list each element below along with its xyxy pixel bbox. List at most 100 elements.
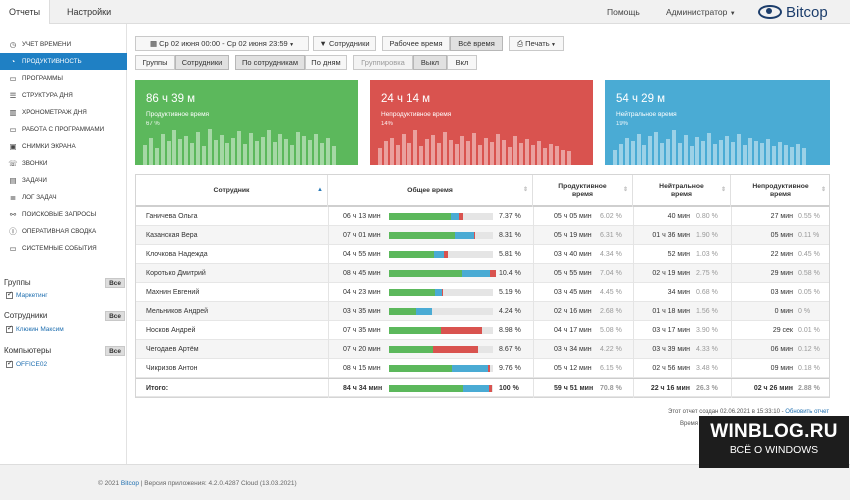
column-divider <box>731 207 732 226</box>
tab-reports[interactable]: Отчеты <box>0 0 51 24</box>
employees-filter-button[interactable]: ▼ Сотрудники <box>313 36 376 51</box>
total-time: 04 ч 23 мин <box>343 289 381 296</box>
productive-percent: 4.22 % <box>600 346 622 353</box>
sidebar-item-task-log[interactable]: ≣ Лог задач <box>9 193 57 202</box>
sidebar-item-search-queries[interactable]: ⚯ Поисковые запросы <box>9 210 97 219</box>
sidebar-item-screenshots[interactable]: ▣ Снимки экрана <box>9 142 76 151</box>
sparkline-bar <box>166 141 171 165</box>
sidebar-item-operational-summary[interactable]: ⓘ Оперативная сводка <box>9 227 97 236</box>
groups-header: Группы Все <box>4 277 125 288</box>
productive-percent: 6.15 % <box>600 365 622 372</box>
sidebar-item-program-work[interactable]: ▭ Работа с программами <box>9 125 105 134</box>
tab-settings[interactable]: Настройки <box>67 7 112 17</box>
all-time-button[interactable]: Всё время <box>450 36 503 51</box>
header-unproductive-time[interactable]: Непродуктивное время ⇕ <box>752 183 826 198</box>
sparkline-bar <box>172 130 177 165</box>
neutral-percent: 0.68 % <box>696 289 718 296</box>
sparkline-bar <box>196 132 201 165</box>
sparkline-bar <box>419 146 424 165</box>
date-range-button[interactable]: ▦ Ср 02 июня 00:00 - Ср 02 июня 23:59 ▼ <box>135 36 309 51</box>
neutral-time: 01 ч 18 мин <box>652 308 690 315</box>
sort-icon: ⇕ <box>820 187 826 193</box>
unproductive-segment <box>441 327 482 334</box>
sparkline-bar <box>719 140 724 165</box>
sparkline-bar <box>290 145 295 165</box>
time-distribution-bar <box>389 346 493 353</box>
binoculars-icon: ⚯ <box>9 210 17 219</box>
employee-name: Итого: <box>146 385 169 392</box>
header-neutral-time[interactable]: Нейтральное время ⇕ <box>633 175 731 207</box>
employees-all-button[interactable]: Все <box>105 310 125 321</box>
by-days-toggle[interactable]: По дням <box>305 55 347 70</box>
groups-toggle[interactable]: Группы <box>135 55 175 70</box>
total-time: 06 ч 13 мин <box>343 213 381 220</box>
grouping-off-toggle[interactable]: Выкл <box>413 55 447 70</box>
sidebar-item-time-tracking[interactable]: ◷ Учет времени <box>9 40 72 49</box>
employee-name: Мельников Андрей <box>146 308 209 315</box>
employees-toggle[interactable]: Сотрудники <box>175 55 229 70</box>
employee-name: Ганичева Ольга <box>146 213 198 220</box>
refresh-report-link[interactable]: Обновить отчет <box>785 409 830 415</box>
user-menu[interactable]: Администратор ▼ <box>666 0 736 24</box>
total-percent: 10.4 % <box>499 270 521 277</box>
neutral-segment <box>454 232 475 239</box>
productive-time: 04 ч 17 мин <box>554 327 592 334</box>
column-divider <box>731 379 732 398</box>
tile-value: 24 ч 14 м <box>381 93 431 105</box>
sparkline-bar <box>401 134 406 165</box>
employee-checkbox-klyukin[interactable]: Клюкин Максим <box>6 324 64 333</box>
computer-checkbox-office02[interactable]: OFFICE02 <box>6 359 47 368</box>
column-divider <box>731 245 732 264</box>
unproductive-segment <box>458 213 463 220</box>
sidebar-item-system-events[interactable]: ▭ Системные события <box>9 244 97 253</box>
productive-time: 05 ч 12 мин <box>554 365 592 372</box>
sidebar-item-tasks[interactable]: ▤ Задачи <box>9 176 47 185</box>
sparkline-bar <box>478 145 483 165</box>
sparkline-bar <box>278 134 283 165</box>
sparkline-bar <box>249 133 254 165</box>
sparkline-bar <box>795 144 800 165</box>
sidebar-item-day-timing[interactable]: ▥ Хронометраж дня <box>9 108 87 117</box>
monitor-icon: ▭ <box>9 244 17 253</box>
print-button[interactable]: ⎙ Печать ▼ <box>509 36 564 51</box>
sparkline-bar <box>472 133 477 165</box>
sparkline-bar <box>789 147 794 165</box>
unproductive-percent: 0.18 % <box>798 365 820 372</box>
column-divider <box>731 226 732 245</box>
column-divider <box>633 359 634 378</box>
window-icon: ▭ <box>9 125 17 134</box>
sparkline-bar <box>525 139 530 165</box>
productive-percent: 2.68 % <box>600 308 622 315</box>
computers-all-button[interactable]: Все <box>105 345 125 356</box>
sparkline-bar <box>460 136 465 165</box>
sparkline-bars <box>613 129 807 165</box>
header-productive-time[interactable]: Продуктивное время ⇕ <box>533 175 633 207</box>
user-name: Администратор <box>666 7 728 17</box>
tile-percent: 14% <box>381 121 394 127</box>
sparkline-bar <box>542 148 547 165</box>
clipboard-icon: ▤ <box>9 176 17 185</box>
sparkline-bar <box>754 141 759 165</box>
neutral-time: 01 ч 36 мин <box>652 232 690 239</box>
neutral-percent: 1.90 % <box>696 232 718 239</box>
header-employee[interactable]: Сотрудник ▲ <box>136 175 328 207</box>
sidebar-item-calls[interactable]: ☏ Звонки <box>8 159 48 168</box>
footer-brand-link[interactable]: Bitcop <box>120 480 139 487</box>
sparkline-bar <box>395 145 400 165</box>
column-divider <box>731 302 732 321</box>
work-time-button[interactable]: Рабочее время <box>382 36 450 51</box>
sidebar-item-day-structure[interactable]: ☰ Структура дня <box>9 91 73 100</box>
group-checkbox-marketing[interactable]: Маркетинг <box>6 290 48 299</box>
sidebar-item-programs[interactable]: ▭ Программы <box>9 74 63 83</box>
sparkline-bar <box>671 130 676 165</box>
groups-all-button[interactable]: Все <box>105 277 125 288</box>
sidebar-item-productivity[interactable]: ◔ Продуктивность <box>0 53 127 70</box>
sparkline-bar <box>648 136 653 165</box>
header-total-time[interactable]: Общее время ⇕ <box>328 175 533 207</box>
productive-tile: 86 ч 39 м Продуктивное время 67 % <box>135 80 358 165</box>
neutral-percent: 4.33 % <box>696 346 718 353</box>
help-link[interactable]: Помощь <box>607 7 640 17</box>
productive-percent: 70.8 % <box>600 385 622 392</box>
grouping-on-toggle[interactable]: Вкл <box>447 55 477 70</box>
by-employees-toggle[interactable]: По сотрудникам <box>235 55 305 70</box>
